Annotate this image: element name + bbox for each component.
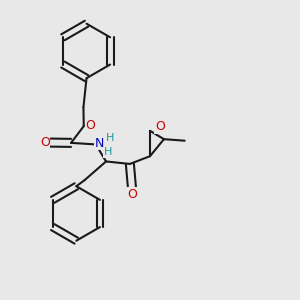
Text: N: N [95,137,104,150]
Text: H: H [104,147,112,157]
Text: O: O [40,136,50,149]
Text: H: H [106,133,115,142]
Text: O: O [127,188,137,201]
Text: O: O [85,119,95,132]
Text: O: O [155,120,165,133]
